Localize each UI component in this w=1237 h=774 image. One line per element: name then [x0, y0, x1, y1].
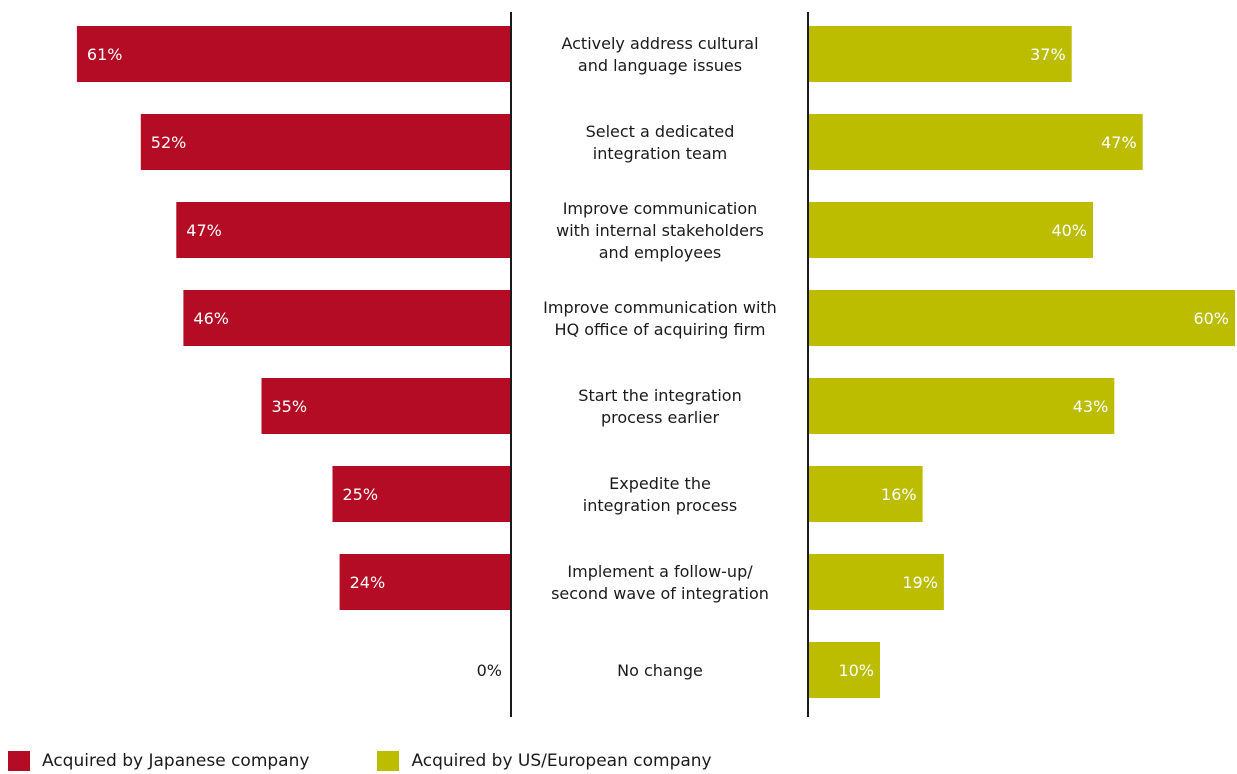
- category-label-3-line-0: Improve communication with: [543, 298, 777, 317]
- category-label-2-line-0: Improve communication: [563, 199, 758, 218]
- category-label-0-line-1: and language issues: [578, 56, 742, 75]
- bar-japanese-1: [140, 114, 511, 170]
- value-label-japanese-7: 0%: [477, 661, 502, 680]
- value-label-japanese-5: 25%: [343, 485, 379, 504]
- legend-swatch-japanese: [8, 751, 30, 771]
- bar-japanese-0: [76, 26, 511, 82]
- category-label-3-line-1: HQ office of acquiring firm: [555, 320, 766, 339]
- category-label-2-line-1: with internal stakeholders: [556, 221, 764, 240]
- category-label-6-line-1: second wave of integration: [551, 584, 769, 603]
- bar-us-european-5: [809, 466, 923, 522]
- value-label-us-european-6: 19%: [902, 573, 938, 592]
- legend-swatch-us-european: [377, 751, 400, 771]
- bar-us-european-0: [809, 26, 1072, 82]
- category-label-7-line-0: No change: [617, 661, 703, 680]
- value-label-japanese-6: 24%: [350, 573, 386, 592]
- bar-us-european-2: [809, 202, 1093, 258]
- category-label-4-line-1: process earlier: [601, 408, 720, 427]
- category-label-2-line-2: and employees: [599, 243, 722, 262]
- value-label-us-european-2: 40%: [1051, 221, 1087, 240]
- category-labels: Actively address cultural and language is…: [543, 34, 777, 680]
- us-european-series-bars: [809, 26, 1235, 698]
- value-label-us-european-4: 43%: [1073, 397, 1109, 416]
- category-label-6-line-0: Implement a follow-up/: [567, 562, 753, 581]
- bar-us-european-6: [809, 554, 944, 610]
- bar-us-european-4: [809, 378, 1115, 434]
- value-label-japanese-3: 46%: [193, 309, 229, 328]
- value-label-us-european-7: 10%: [838, 661, 874, 680]
- value-labels: 61% 37% 52% 47% 47% 40% 46% 60% 35% 43% 25% 16% 24% 1…: [87, 45, 1229, 680]
- bar-japanese-2: [176, 202, 511, 258]
- bar-japanese-6: [339, 554, 510, 610]
- legend-label-us-european: Acquired by US/European company: [411, 751, 712, 771]
- legend-item-us-european: Acquired by US/European company: [377, 751, 712, 771]
- value-label-japanese-0: 61%: [87, 45, 123, 64]
- legend-label-japanese: Acquired by Japanese company: [42, 751, 310, 771]
- legend: Acquired by Japanese company Acquired by…: [8, 748, 780, 774]
- category-label-4-line-0: Start the integration: [578, 386, 741, 405]
- japanese-series-bars: [76, 26, 511, 610]
- value-label-japanese-1: 52%: [151, 133, 187, 152]
- value-label-us-european-1: 47%: [1101, 133, 1137, 152]
- category-label-0-line-0: Actively address cultural: [561, 34, 758, 53]
- value-label-us-european-5: 16%: [881, 485, 917, 504]
- value-label-us-european-0: 37%: [1030, 45, 1066, 64]
- bar-us-european-7: [809, 642, 880, 698]
- bar-japanese-5: [332, 466, 510, 522]
- category-label-5-line-0: Expedite the: [609, 474, 711, 493]
- value-label-japanese-4: 35%: [272, 397, 308, 416]
- bar-us-european-3: [809, 290, 1235, 346]
- category-label-1-line-0: Select a dedicated: [586, 122, 735, 141]
- value-label-us-european-3: 60%: [1193, 309, 1229, 328]
- bar-japanese-4: [261, 378, 510, 434]
- legend-item-japanese: Acquired by Japanese company: [8, 751, 309, 771]
- value-label-japanese-2: 47%: [186, 221, 222, 240]
- bar-us-european-1: [809, 114, 1143, 170]
- category-label-1-line-1: integration team: [593, 144, 727, 163]
- category-label-5-line-1: integration process: [583, 496, 737, 515]
- bar-japanese-3: [183, 290, 510, 346]
